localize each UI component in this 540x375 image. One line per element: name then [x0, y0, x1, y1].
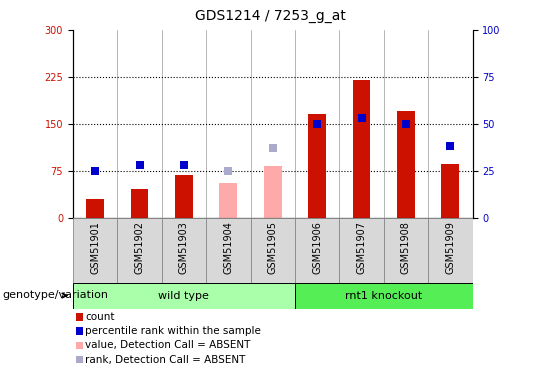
Bar: [428, 217, 472, 283]
Text: rank, Detection Call = ABSENT: rank, Detection Call = ABSENT: [85, 355, 246, 364]
Bar: [86, 199, 104, 217]
Text: GSM51906: GSM51906: [312, 221, 322, 274]
Bar: [117, 217, 161, 283]
Bar: [353, 80, 370, 218]
Text: genotype/variation: genotype/variation: [3, 291, 109, 300]
Bar: [295, 217, 339, 283]
Bar: [131, 189, 149, 217]
Bar: [251, 217, 295, 283]
Text: GSM51909: GSM51909: [446, 221, 455, 274]
Text: GSM51905: GSM51905: [268, 221, 278, 274]
Bar: [384, 217, 428, 283]
Text: GSM51901: GSM51901: [90, 221, 100, 274]
Bar: [308, 114, 326, 218]
Text: GDS1214 / 7253_g_at: GDS1214 / 7253_g_at: [194, 9, 346, 23]
Text: GSM51907: GSM51907: [356, 221, 367, 274]
Text: GSM51904: GSM51904: [224, 221, 233, 274]
Bar: [295, 283, 472, 309]
Text: count: count: [85, 312, 115, 322]
Text: value, Detection Call = ABSENT: value, Detection Call = ABSENT: [85, 340, 251, 350]
Bar: [219, 183, 237, 218]
Bar: [397, 111, 415, 218]
Bar: [264, 166, 281, 218]
Bar: [73, 283, 295, 309]
Text: GSM51902: GSM51902: [134, 221, 145, 274]
Bar: [73, 217, 117, 283]
Bar: [161, 217, 206, 283]
Text: percentile rank within the sample: percentile rank within the sample: [85, 326, 261, 336]
Text: rnt1 knockout: rnt1 knockout: [345, 291, 422, 301]
Text: GSM51903: GSM51903: [179, 221, 189, 274]
Bar: [206, 217, 251, 283]
Bar: [175, 175, 193, 217]
Text: GSM51908: GSM51908: [401, 221, 411, 274]
Bar: [339, 217, 384, 283]
Bar: [441, 164, 459, 218]
Text: wild type: wild type: [158, 291, 210, 301]
